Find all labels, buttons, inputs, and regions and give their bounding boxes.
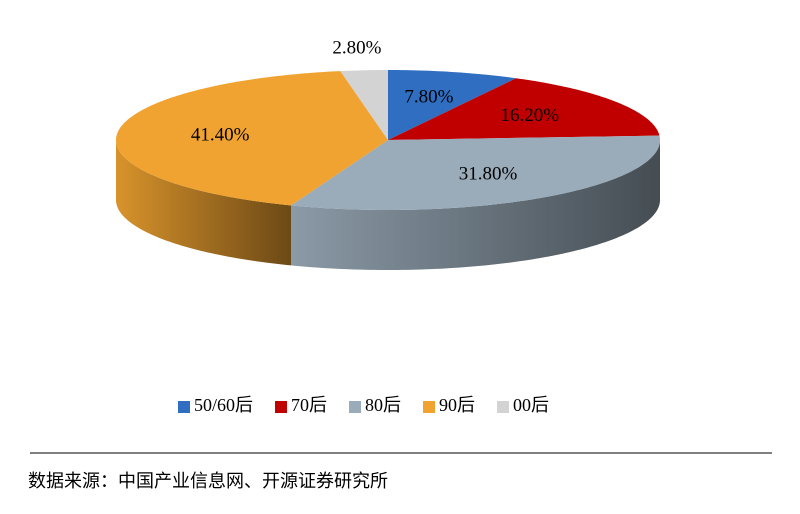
legend-swatch — [349, 401, 362, 413]
pie-slice — [291, 135, 660, 210]
pie-side — [291, 140, 660, 270]
data-label: 16.20% — [501, 105, 560, 126]
data-label: 31.80% — [459, 163, 518, 184]
data-label: 7.80% — [404, 86, 453, 107]
legend-swatch — [497, 401, 510, 413]
legend-swatch — [423, 401, 436, 413]
source-note: 数据来源：中国产业信息网、开源证券研究所 — [28, 471, 388, 491]
pie-slice — [116, 71, 389, 206]
pie-slice — [388, 78, 660, 140]
data-label: 2.80% — [332, 38, 381, 59]
legend-swatch — [178, 401, 190, 413]
legend-label: 90后 — [439, 395, 475, 415]
legend-swatch — [275, 401, 288, 413]
legend-label: 80后 — [365, 395, 401, 415]
pie-slice — [340, 70, 388, 140]
pie-side — [116, 140, 292, 266]
pie-slice — [388, 70, 517, 140]
legend-label: 70后 — [291, 395, 327, 415]
legend-label: 50/60后 — [194, 395, 253, 415]
legend-label: 00后 — [513, 395, 549, 415]
data-label: 41.40% — [191, 124, 250, 145]
